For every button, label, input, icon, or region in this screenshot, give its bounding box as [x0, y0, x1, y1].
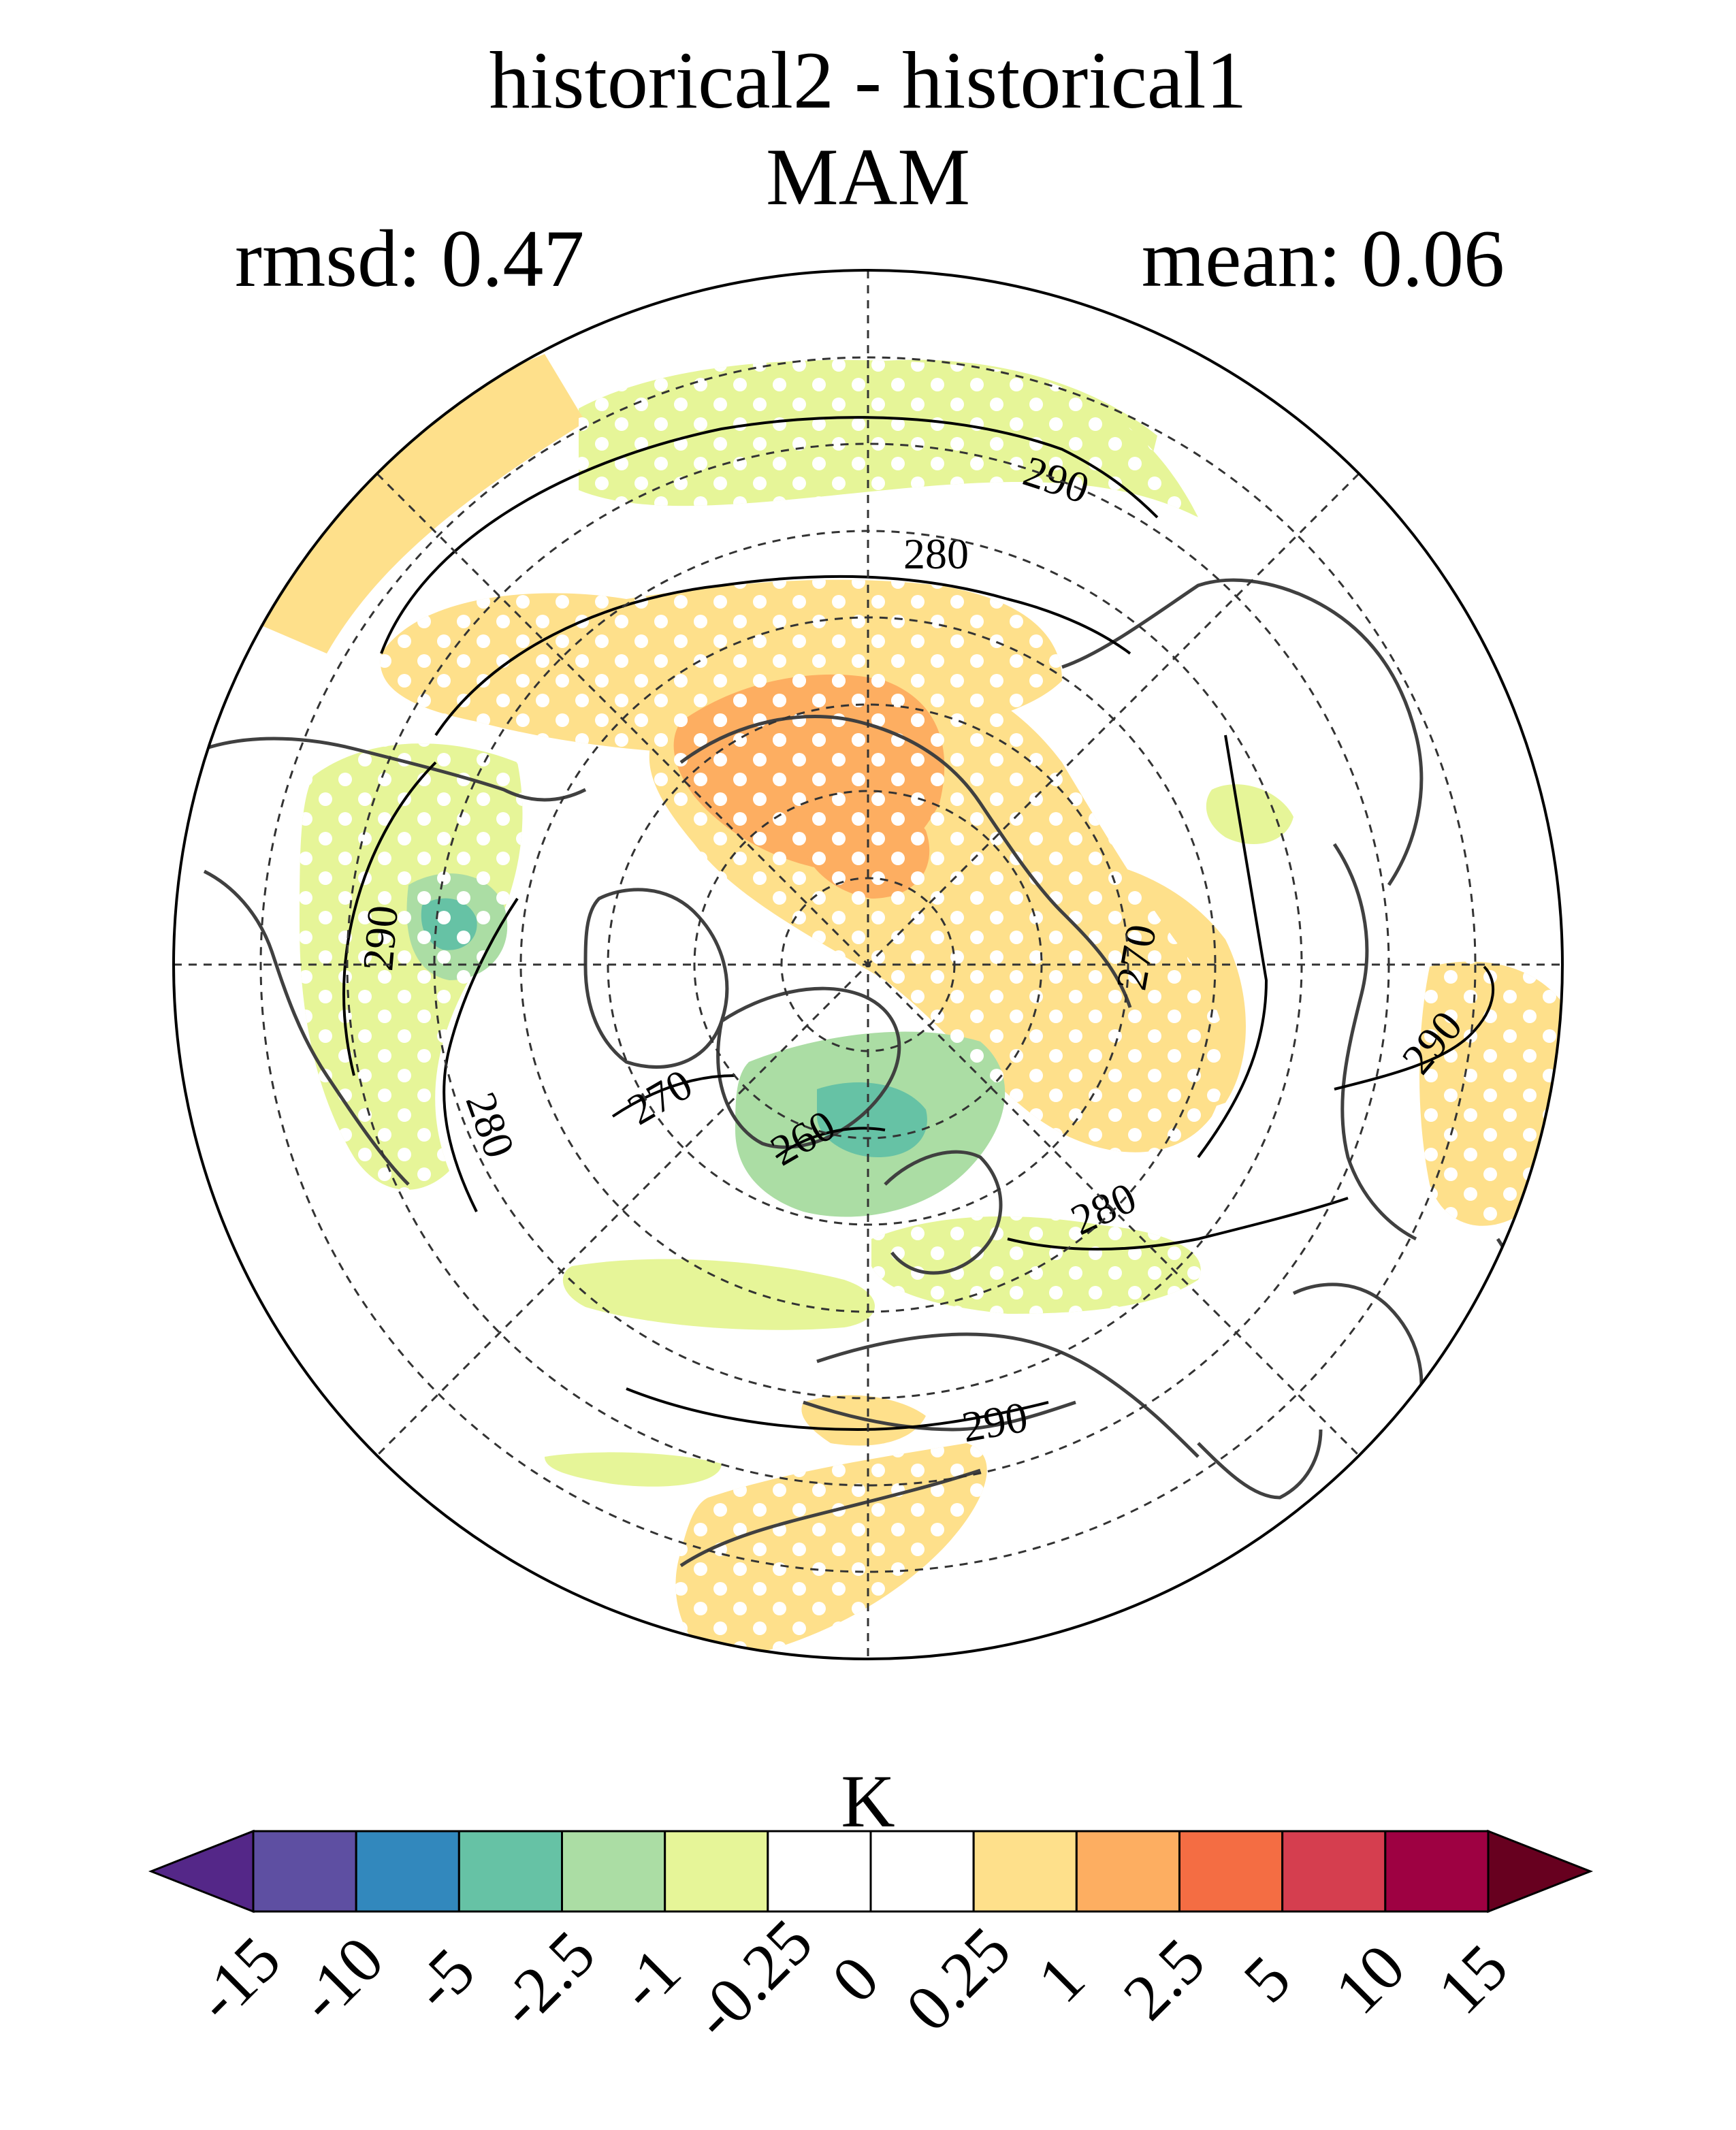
stipple-africa	[675, 1443, 987, 1659]
stipple-south-asia	[1419, 961, 1562, 1226]
colorbar-segment	[1487, 1829, 1594, 1914]
colorbar-unit: K	[841, 1760, 895, 1843]
coastline-canadian-archipelago	[583, 888, 729, 1069]
contour-label: 280	[903, 530, 969, 578]
meridian-line	[376, 472, 1360, 1457]
colorbar-segment	[148, 1829, 255, 1914]
coastline-siberia-arctic	[679, 715, 1132, 1008]
colorbar-segment	[972, 1830, 1078, 1913]
colorbar-tick-label: -15	[181, 1922, 294, 2035]
anomaly-region-green-patch-2	[1206, 784, 1293, 844]
contour-290-west	[342, 761, 437, 1076]
coastline-europe	[816, 1332, 1200, 1458]
colorbar-segment	[1178, 1830, 1284, 1913]
colorbar-segment	[1075, 1830, 1181, 1913]
climatology-contours	[342, 416, 1495, 1432]
anomaly-region-atlantic-green-south	[562, 1259, 875, 1330]
colorbar-tick-label: 0	[818, 1941, 893, 2016]
colorbar-tick-label: 5	[1229, 1941, 1304, 2016]
coastline-east-asia	[1332, 843, 1417, 1241]
contour-280-west	[443, 897, 519, 1212]
season-label: MAM	[766, 131, 970, 222]
colorbar-tick-label: 2.5	[1109, 1924, 1219, 2034]
colorbar-segments	[148, 1829, 1594, 1914]
colorbar-segment	[252, 1830, 357, 1913]
colorbar-segment	[457, 1830, 563, 1913]
colorbar-tick-label: 15	[1424, 1930, 1522, 2028]
contour-270-west	[611, 1074, 736, 1118]
coastline-scandinavia	[884, 1150, 1003, 1275]
anomaly-region-west-pacific-warm	[231, 354, 585, 653]
colorbar-segment	[767, 1830, 872, 1913]
colorbar-segment	[561, 1830, 666, 1913]
latitude-circle-70	[693, 790, 1043, 1140]
map-panel: 290 280 290 270 290 280 270 260 280 290	[172, 269, 1564, 1660]
significance-stippling	[300, 359, 1562, 1659]
stipple-alaska	[300, 743, 523, 1190]
anomaly-region-green-patch-1	[545, 1452, 722, 1487]
colorbar-segment	[869, 1830, 975, 1913]
colorbar-segment	[1281, 1830, 1387, 1913]
contour-290-south	[626, 1387, 1049, 1432]
coastline-india	[1292, 1282, 1424, 1417]
rmsd-label: rmsd: 0.47	[235, 213, 584, 304]
colorbar-tick-label: -5	[398, 1934, 488, 2024]
colorbar-tick-label: -1	[605, 1934, 694, 2024]
colorbar-ticks: -15-10 -5-2.5-1-0.250 0.25 1 2.5 5 10 15	[181, 1905, 1522, 2052]
contour-label: 290	[959, 1393, 1031, 1452]
contour-label: 290	[353, 903, 407, 973]
colorbar: K -15-10 -5-2.5-1-0.250 0.25 1 2.5 5 10 15	[148, 1760, 1594, 2053]
anomaly-region-atlantic-teal	[817, 1082, 927, 1157]
contour-290-southeast	[1334, 965, 1495, 1091]
latitude-circle-20	[259, 356, 1477, 1573]
figure-title: historical2 - historical1	[489, 35, 1247, 125]
coastline-north-america-west	[203, 869, 410, 1186]
coastline-asia-northeast	[1061, 578, 1424, 886]
coastline-alaska	[204, 737, 587, 802]
coastline-greenland	[716, 986, 901, 1149]
coastline-mediterranean	[803, 1400, 1076, 1432]
contour-label: 270	[1107, 921, 1166, 994]
graticule	[174, 270, 1562, 1659]
mean-label: mean: 0.06	[1142, 213, 1505, 304]
coastline-north-africa	[679, 1468, 981, 1568]
contour-290-north	[380, 416, 1159, 654]
contour-270-east	[1197, 735, 1268, 1159]
coastline-arabia	[1197, 1429, 1323, 1500]
stipple-siberia	[649, 663, 1226, 1152]
colorbar-tick-label: 1	[1024, 1941, 1099, 2016]
stipple-europe	[871, 1216, 1201, 1314]
map-border	[172, 269, 1564, 1660]
contour-280-east	[1007, 1197, 1349, 1250]
colorbar-tick-label: 10	[1321, 1930, 1419, 2028]
colorbar-segment	[1384, 1830, 1490, 1913]
colorbar-tick-label: -2.5	[484, 1916, 609, 2041]
stipple-pacific	[579, 359, 1198, 517]
colorbar-tick-label: -10	[284, 1922, 397, 2035]
colorbar-tick-label: -0.25	[678, 1905, 826, 2052]
stipple-north-pacific	[380, 579, 1062, 754]
colorbar-segment	[355, 1830, 460, 1913]
colorbar-tick-label: 0.25	[892, 1913, 1024, 2045]
colorbar-segment	[664, 1830, 769, 1913]
contour-280-north	[434, 575, 1131, 737]
